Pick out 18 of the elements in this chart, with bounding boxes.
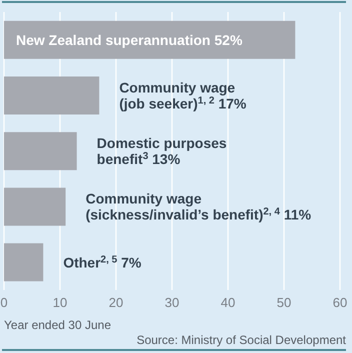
y-tick-label: Other$^{2, 5}$ 7% <box>63 254 142 270</box>
bar <box>4 188 66 226</box>
y-tick-label: Community wage (job seeker)$^{1, 2}$ 17% <box>119 79 247 112</box>
x-tick-label: 30 <box>164 295 180 310</box>
x-tick-label: 0 <box>0 295 8 310</box>
y-tick-label: Domestic purposes benefit$^{3}$ 13% <box>96 135 227 168</box>
x-tick-label: 60 <box>332 295 348 310</box>
bar <box>4 76 100 114</box>
x-tick-label: 50 <box>276 295 292 310</box>
y-tick-label: Community wage (sickness/invalid’s benefit)$^{2, 4}$ 11% <box>86 190 312 223</box>
y-tick-label: New Zealand superannuation 52% <box>16 32 243 48</box>
text: Year ended 30 June <box>4 318 111 332</box>
source-note: Source: Ministry of Social Development <box>136 333 346 347</box>
bar <box>4 243 44 282</box>
bar <box>4 132 77 170</box>
x-tick-label: 20 <box>108 295 124 310</box>
x-tick-label: 10 <box>52 295 68 310</box>
x-tick-label: 40 <box>220 295 236 310</box>
